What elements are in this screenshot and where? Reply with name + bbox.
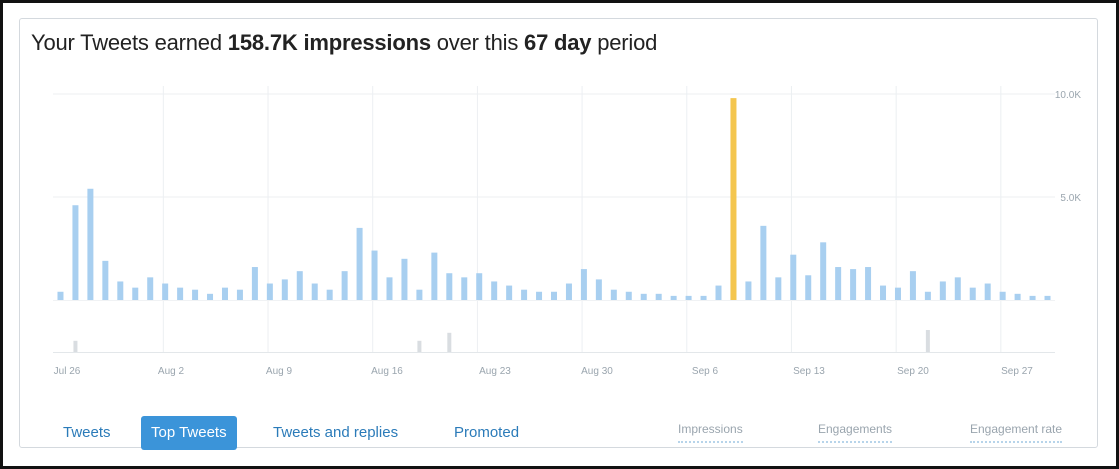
impressions-bar [700,295,707,300]
impressions-bar [939,281,946,300]
impressions-bar [521,289,528,300]
impressions-bar [401,258,408,300]
headline-suffix: period [591,30,658,55]
impressions-bar [476,273,483,300]
impressions-bar [969,287,976,300]
impressions-bar [311,283,318,300]
x-tick-label: Sep 27 [1001,366,1033,377]
impressions-bar [610,289,617,300]
x-tick-label: Aug 9 [266,366,293,377]
x-tick-label: Aug 23 [479,366,511,377]
impressions-bar [207,293,214,300]
headline-period: 67 day [524,30,592,55]
impressions-bar [266,283,273,300]
impressions-headline: Your Tweets earned 158.7K impressions ov… [31,30,657,56]
promoted-bar [730,98,737,301]
analytics-panel [19,18,1098,448]
impressions-bar [461,277,468,300]
impressions-bar [446,273,453,300]
engagements-metric-link[interactable]: Engagements [818,422,893,443]
x-tick-label: Aug 2 [158,366,185,377]
chart-svg: 10.0K 5.0K Jul 26 Aug 2 Aug 9 Aug 16 Aug 23 Aug… [53,86,1081,377]
impressions-bar [775,277,782,300]
x-tick-label: Jul 26 [54,366,81,377]
impressions-bar [685,295,692,300]
impressions-bar [296,271,303,300]
y-tick-label: 10.0K [1055,90,1081,101]
impressions-bar [655,293,662,300]
impressions-bar [909,271,916,300]
engagement-bar [417,340,422,352]
impressions-bar [236,289,243,300]
x-tick-label: Aug 16 [371,366,403,377]
impressions-bar [595,279,602,300]
y-tick-label: 5.0K [1060,193,1081,204]
impressions-bar [281,279,288,300]
engagement-bar [925,330,930,352]
tab-promoted[interactable]: Promoted [454,424,520,441]
tab-tweets-and-replies[interactable]: Tweets and replies [273,424,399,441]
impressions-bar [745,281,752,300]
impressions-bar [640,293,647,300]
x-tick-label: Sep 13 [793,366,825,377]
impressions-bar [147,277,154,300]
impressions-bar [102,260,109,300]
impressions-bar [999,291,1006,300]
impressions-bar [1029,295,1036,300]
x-tick-label: Aug 30 [581,366,613,377]
impressions-bar [431,252,438,300]
x-tick-label: Sep 20 [897,366,929,377]
impressions-bar [132,287,139,300]
tab-tweets[interactable]: Tweets [63,424,111,441]
impressions-bar [715,285,722,300]
impressions-bar [865,267,872,300]
impressions-bar [850,269,857,300]
impressions-bar [536,291,543,300]
x-tick-label: Sep 6 [692,366,719,377]
impressions-bar [625,291,632,300]
impressions-bar [565,283,572,300]
impressions-bar [760,225,767,300]
impressions-bar [491,281,498,300]
engagement-bar [447,332,452,352]
engagement-rate-metric-link[interactable]: Engagement rate [970,422,1063,443]
impressions-bar [1044,295,1051,300]
impressions-bar [251,267,258,300]
impressions-bar [117,281,124,300]
impressions-bar [506,285,513,300]
tab-top-tweets[interactable]: Top Tweets [141,416,237,450]
impressions-bar [326,289,333,300]
impressions-bar [87,188,94,300]
impressions-bar [580,269,587,300]
impressions-bar [1014,293,1021,300]
impressions-bar [72,205,79,300]
impressions-bar [371,250,378,300]
impressions-bar [192,289,199,300]
impressions-bar [356,227,363,300]
impressions-chart: 10.0K 5.0K Jul 26 Aug 2 Aug 9 Aug 16 Aug 23 Aug… [45,82,1085,382]
headline-middle: over this [430,30,525,55]
impressions-bar [670,295,677,300]
headline-impressions: 158.7K impressions [227,30,431,55]
impressions-bar [341,271,348,300]
impressions-bar [790,254,797,300]
impressions-bar [820,242,827,300]
impressions-bar [416,289,423,300]
impressions-bar [984,283,991,300]
impressions-bar [954,277,961,300]
impressions-bar [57,291,64,300]
impressions-bar [386,277,393,300]
engagement-bar [73,340,78,352]
impressions-bar [880,285,887,300]
impressions-bar [805,275,812,300]
impressions-bar [551,291,557,300]
headline-prefix: Your Tweets earned [31,30,228,55]
impressions-bar [177,287,184,300]
impressions-bar [894,287,901,300]
impressions-bar [835,267,842,300]
impressions-bar [221,287,228,300]
impressions-metric-link[interactable]: Impressions [678,422,743,443]
impressions-bar [924,291,931,300]
impressions-bar [162,283,169,300]
